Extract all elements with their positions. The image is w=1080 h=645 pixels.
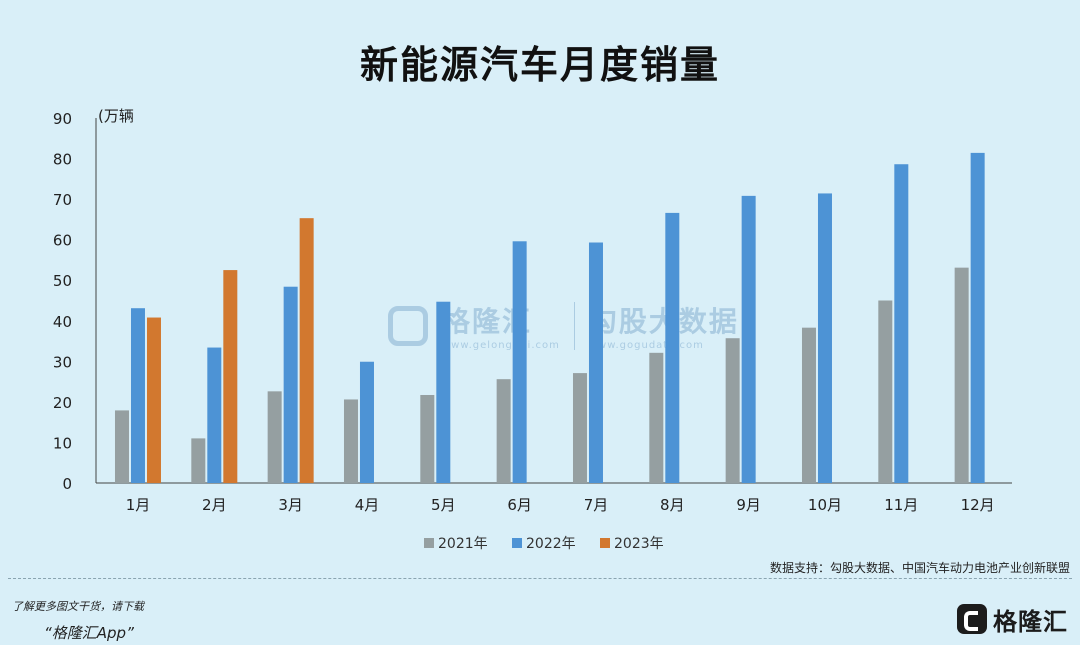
footer-note: 了解更多图文干货，请下载 bbox=[12, 600, 144, 613]
x-tick-label: 11月 bbox=[884, 496, 918, 514]
x-tick-label: 8月 bbox=[660, 496, 685, 514]
bar bbox=[496, 379, 511, 483]
y-tick-label: 70 bbox=[53, 191, 72, 209]
x-tick-label: 7月 bbox=[584, 496, 609, 514]
bar bbox=[267, 391, 282, 483]
x-tick-label: 2月 bbox=[202, 496, 227, 514]
y-axis-unit-label: (万辆 bbox=[98, 107, 134, 125]
bar bbox=[359, 361, 374, 483]
bar bbox=[130, 308, 145, 483]
bar bbox=[954, 267, 969, 483]
bar bbox=[665, 212, 680, 483]
watermark-brand2-url: www.gogudata.com bbox=[588, 340, 704, 351]
bar bbox=[146, 317, 161, 483]
bar bbox=[878, 300, 893, 483]
bar bbox=[801, 327, 816, 483]
bar bbox=[343, 399, 358, 483]
bar bbox=[970, 152, 985, 483]
bar bbox=[588, 242, 603, 483]
footer-brand-text: 格隆汇 bbox=[993, 607, 1068, 636]
source-text: 数据支持：勾股大数据、中国汽车动力电池产业创新联盟 bbox=[769, 561, 1070, 575]
y-tick-label: 30 bbox=[53, 353, 72, 371]
footer-brand: 格隆汇 bbox=[957, 602, 1068, 636]
chart-title: 新能源汽车月度销量 bbox=[359, 43, 720, 87]
y-tick-label: 20 bbox=[53, 394, 72, 412]
x-tick-label: 10月 bbox=[808, 496, 842, 514]
watermark-brand1-url: www.gelonghui.com bbox=[442, 340, 560, 351]
y-tick-label: 40 bbox=[53, 313, 72, 331]
y-tick-label: 50 bbox=[53, 272, 72, 290]
y-tick-label: 90 bbox=[53, 110, 72, 128]
x-tick-label: 4月 bbox=[355, 496, 380, 514]
bar bbox=[725, 338, 740, 483]
x-tick-label: 5月 bbox=[431, 496, 456, 514]
bar bbox=[223, 270, 238, 483]
x-tick-label: 3月 bbox=[278, 496, 303, 514]
bar bbox=[191, 438, 206, 483]
bar bbox=[741, 195, 756, 483]
bar bbox=[649, 352, 664, 483]
x-tick-label: 12月 bbox=[961, 496, 995, 514]
watermark: 格隆汇 www.gelonghui.com 勾股大数据 www.gogudata… bbox=[388, 300, 739, 351]
y-tick-label: 60 bbox=[53, 232, 72, 250]
watermark-brand2: 勾股大数据 bbox=[588, 305, 739, 338]
legend-label: 2023年 bbox=[614, 536, 664, 552]
bar bbox=[512, 241, 527, 483]
bar bbox=[420, 394, 435, 483]
bar bbox=[283, 286, 298, 483]
bar bbox=[572, 373, 587, 483]
gelonghui-logo-icon bbox=[957, 604, 987, 634]
legend-swatch bbox=[424, 538, 434, 548]
legend-label: 2021年 bbox=[438, 536, 488, 552]
legend-label: 2022年 bbox=[526, 536, 576, 552]
footer-divider bbox=[8, 578, 1072, 579]
y-tick-label: 0 bbox=[62, 475, 72, 493]
legend-swatch bbox=[600, 538, 610, 548]
bar bbox=[894, 164, 909, 483]
bar bbox=[817, 193, 832, 483]
bar bbox=[299, 218, 314, 483]
y-tick-label: 10 bbox=[53, 434, 72, 452]
x-tick-label: 6月 bbox=[507, 496, 532, 514]
watermark-separator bbox=[573, 301, 575, 350]
bar bbox=[207, 347, 222, 483]
x-tick-label: 1月 bbox=[126, 496, 151, 514]
gelonghui-logo-icon bbox=[388, 305, 428, 346]
bar bbox=[436, 301, 451, 483]
legend-swatch bbox=[512, 538, 522, 548]
x-tick-label: 9月 bbox=[736, 496, 761, 514]
y-tick-label: 80 bbox=[53, 151, 72, 169]
footer-app-name: “格隆汇App” bbox=[44, 624, 134, 642]
bar bbox=[114, 410, 129, 483]
